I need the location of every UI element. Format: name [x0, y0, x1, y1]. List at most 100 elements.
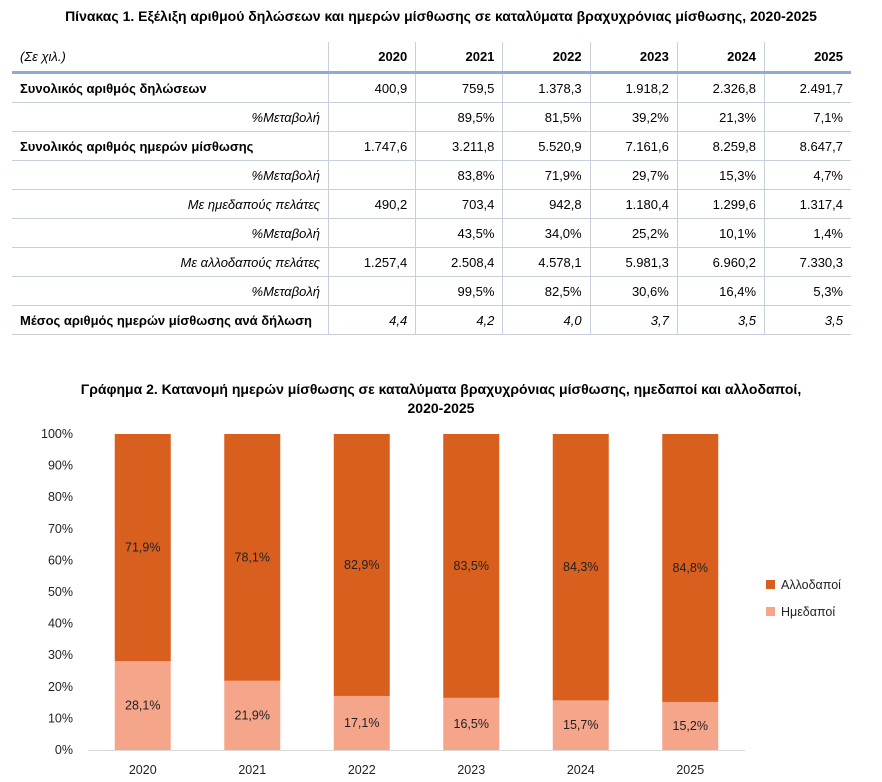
data-label: 84,8%	[673, 561, 708, 575]
cell-value: 4.578,1	[502, 247, 591, 277]
y-tick-label: 20%	[48, 680, 73, 694]
data-label: 78,1%	[235, 550, 270, 564]
cell-value: 1.378,3	[502, 72, 591, 103]
table-row: Συνολικός αριθμός ημερών μίσθωσης 1.747,6…	[12, 131, 851, 161]
cell-value: 6.960,2	[677, 247, 766, 277]
row-label: Μέσος αριθμός ημερών μίσθωσης ανά δήλωση	[12, 305, 329, 335]
cell-value: 3,5	[764, 305, 851, 335]
data-label: 28,1%	[125, 699, 160, 713]
cell-value	[328, 276, 417, 306]
row-label: %Μεταβολή	[12, 102, 329, 132]
table-row: %Μεταβολή 99,5% 82,5% 30,6% 16,4% 5,3%	[12, 276, 851, 306]
cell-value: 43,5%	[415, 218, 504, 248]
x-tick-label: 2025	[676, 763, 704, 777]
x-tick-label: 2020	[129, 763, 157, 777]
data-table: (Σε χιλ.) 2020 2021 2022 2023 2024 2025 …	[12, 42, 851, 335]
cell-value	[328, 102, 417, 132]
row-label: %Μεταβολή	[12, 276, 329, 306]
cell-value: 7.161,6	[590, 131, 678, 161]
data-label: 17,1%	[344, 716, 379, 730]
y-tick-label: 90%	[48, 459, 73, 473]
cell-value: 16,4%	[677, 276, 766, 306]
legend-label: Αλλοδαποί	[781, 578, 841, 592]
bar-segment-foreign	[224, 434, 281, 681]
row-label: Με αλλοδαπούς πελάτες	[12, 247, 329, 277]
cell-value: 8.259,8	[677, 131, 766, 161]
data-label: 82,9%	[344, 558, 379, 572]
cell-value: 490,2	[328, 189, 417, 219]
cell-value: 2.491,7	[764, 72, 851, 103]
table-row: %Μεταβολή 43,5% 34,0% 25,2% 10,1% 1,4%	[12, 218, 851, 248]
legend-swatch	[766, 580, 775, 589]
cell-value: 1.747,6	[328, 131, 417, 161]
stacked-bar-chart: 0% 10% 20% 30% 40% 50% 60% 70% 80% 90% 100% 28,1% 71…	[41, 427, 841, 777]
y-tick-label: 100%	[41, 427, 73, 441]
data-label: 83,5%	[454, 559, 489, 573]
cell-value: 7,1%	[764, 102, 851, 132]
data-label: 71,9%	[125, 541, 160, 555]
cell-value: 15,3%	[677, 160, 766, 190]
cell-value: 942,8	[502, 189, 591, 219]
cell-value: 71,9%	[502, 160, 591, 190]
x-tick-label: 2024	[567, 763, 595, 777]
chart-title-line2: 2020-2025	[407, 400, 475, 416]
year-header: 2021	[415, 42, 504, 74]
cell-value: 2.508,4	[415, 247, 504, 277]
cell-value: 4,2	[415, 305, 504, 335]
cell-value: 1,4%	[764, 218, 851, 248]
cell-value: 25,2%	[590, 218, 678, 248]
bar-segment-domestic	[662, 701, 719, 750]
y-tick-label: 50%	[48, 585, 73, 599]
cell-value: 4,4	[328, 305, 417, 335]
bar-segment-domestic	[443, 697, 500, 750]
chart-title: Γράφημα 2. Κατανομή ημερών μίσθωσης σε κ…	[0, 380, 882, 418]
cell-value: 99,5%	[415, 276, 504, 306]
row-label: Συνολικός αριθμός δηλώσεων	[12, 72, 329, 103]
y-tick-label: 60%	[48, 553, 73, 567]
cell-value: 83,8%	[415, 160, 504, 190]
legend-label: Ημεδαποί	[781, 605, 835, 619]
bar-segment-foreign	[114, 434, 171, 662]
cell-value: 703,4	[415, 189, 504, 219]
table-row: %Μεταβολή 89,5% 81,5% 39,2% 21,3% 7,1%	[12, 102, 851, 132]
row-label: Συνολικός αριθμός ημερών μίσθωσης	[12, 131, 329, 161]
cell-value: 1.180,4	[590, 189, 678, 219]
data-label: 15,2%	[673, 719, 708, 733]
cell-value: 1.317,4	[764, 189, 851, 219]
year-header: 2023	[590, 42, 678, 74]
cell-value: 81,5%	[502, 102, 591, 132]
cell-value	[328, 218, 417, 248]
bar-segment-foreign	[443, 434, 500, 698]
table-title: Πίνακας 1. Εξέλιξη αριθμού δηλώσεων και …	[65, 8, 817, 24]
y-tick-label: 10%	[48, 711, 73, 725]
row-label: %Μεταβολή	[12, 218, 329, 248]
legend-swatch	[766, 607, 775, 616]
cell-value: 3.211,8	[415, 131, 504, 161]
table-row: Μέσος αριθμός ημερών μίσθωσης ανά δήλωση…	[12, 305, 851, 335]
data-label: 15,7%	[563, 718, 598, 732]
bar-segment-domestic	[114, 661, 171, 750]
data-label: 21,9%	[235, 708, 270, 722]
y-tick-label: 80%	[48, 490, 73, 504]
cell-value: 21,3%	[677, 102, 766, 132]
cell-value: 1.257,4	[328, 247, 417, 277]
cell-value: 39,2%	[590, 102, 678, 132]
cell-value: 82,5%	[502, 276, 591, 306]
unit-label: (Σε χιλ.)	[12, 42, 329, 74]
cell-value: 29,7%	[590, 160, 678, 190]
row-label: %Μεταβολή	[12, 160, 329, 190]
cell-value: 1.918,2	[590, 72, 678, 103]
bar-segment-domestic	[333, 695, 390, 750]
cell-value: 89,5%	[415, 102, 504, 132]
cell-value	[328, 160, 417, 190]
bar-segment-domestic	[224, 680, 281, 750]
data-label: 16,5%	[454, 717, 489, 731]
chart-title-line1: Γράφημα 2. Κατανομή ημερών μίσθωσης σε κ…	[80, 381, 802, 397]
cell-value: 3,5	[677, 305, 766, 335]
y-tick-label: 40%	[48, 617, 73, 631]
cell-value: 2.326,8	[677, 72, 766, 103]
table-row: %Μεταβολή 83,8% 71,9% 29,7% 15,3% 4,7%	[12, 160, 851, 190]
data-label: 84,3%	[563, 560, 598, 574]
cell-value: 34,0%	[502, 218, 591, 248]
y-tick-label: 70%	[48, 522, 73, 536]
